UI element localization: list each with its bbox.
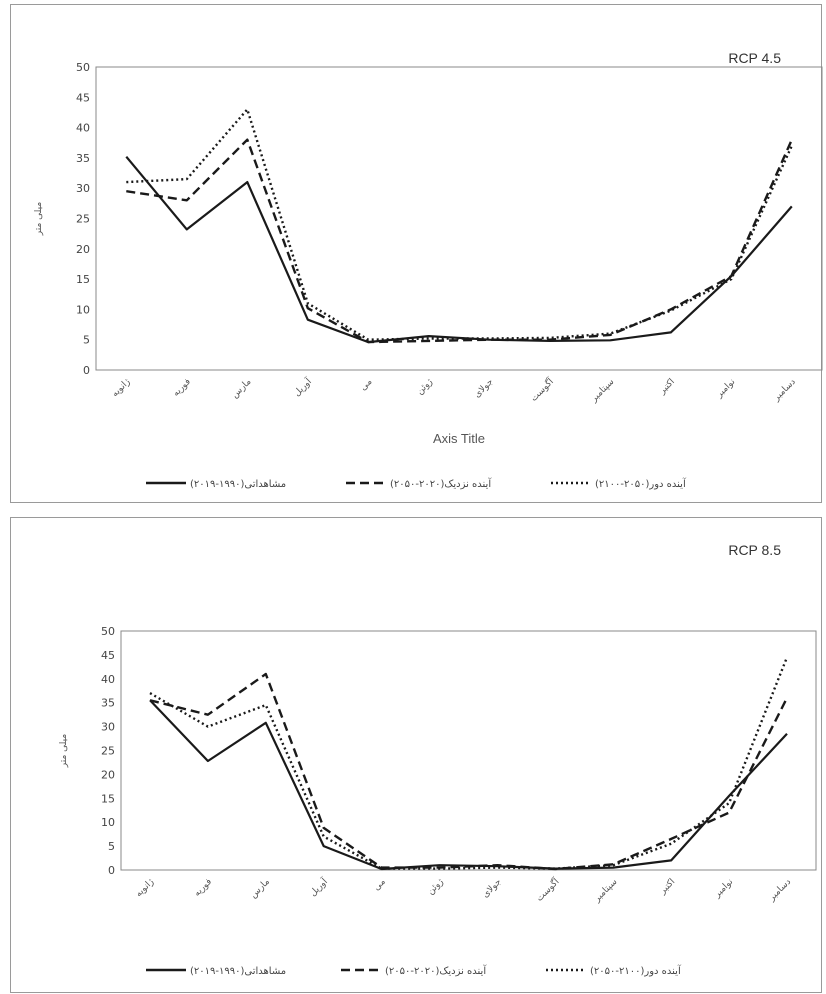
- x-tick-label: نوامبر: [712, 877, 735, 900]
- legend-label: آینده نزدیک(۲۰۲۰-۲۰۵۰): [385, 964, 487, 977]
- x-tick-label: دسامبر: [766, 877, 793, 904]
- series-line-solid: [125, 155, 793, 344]
- x-tick-label: سپتامبر: [589, 377, 617, 405]
- series-line-dotted: [126, 108, 793, 341]
- x-tick-label: ژانویه: [134, 877, 156, 899]
- y-tick-label: 45: [101, 649, 115, 662]
- y-tick-label: 25: [101, 745, 115, 758]
- y-axis-label: میلی متر: [34, 202, 44, 237]
- chart-panel-rcp45: RCP 4.5 0 5 10 15 20 25 30 35 40 45 50 میلی متر ژانوی…: [10, 4, 823, 503]
- y-tick-label: 40: [76, 122, 90, 135]
- y-tick-label: 5: [83, 334, 90, 347]
- line-chart-rcp85: RCP 8.5 0 5 10 15 20 25 30 35 40 45 50 میلی متر ژانوی…: [59, 542, 817, 977]
- legend-label: مشاهداتی(۱۹۹۰-۲۰۱۹): [190, 966, 286, 977]
- x-tick-label: جولای: [472, 377, 495, 400]
- x-tick-label: ژوئن: [426, 877, 446, 897]
- series-line-dashed: [149, 672, 789, 871]
- y-tick-label: 0: [108, 864, 115, 877]
- x-tick-label: آگوست: [528, 375, 557, 404]
- y-tick-label: 10: [101, 816, 115, 829]
- y-tick-label: 30: [101, 721, 115, 734]
- y-tick-label: 50: [76, 61, 90, 74]
- y-tick-label: 25: [76, 213, 90, 226]
- y-tick-label: 20: [76, 243, 90, 256]
- x-tick-label: سپتامبر: [592, 877, 620, 905]
- series-line-dashed: [126, 138, 793, 344]
- legend-label: آینده دور(۲۰۵۰-۲۱۰۰): [595, 477, 687, 490]
- x-tick-label: نوامبر: [714, 377, 737, 400]
- x-tick-label: اکتبر: [657, 877, 677, 897]
- legend-label: آینده نزدیک(۲۰۲۰-۲۰۵۰): [390, 477, 492, 490]
- x-tick-label: ژانویه: [110, 377, 132, 399]
- x-tick-label: می: [359, 377, 375, 393]
- y-tick-label: 5: [108, 840, 115, 853]
- x-tick-label: مارس: [230, 377, 253, 400]
- y-tick-label: 20: [101, 768, 115, 781]
- plot-area: [120, 630, 817, 871]
- x-tick-label: دسامبر: [771, 377, 798, 404]
- series-line-dotted: [149, 656, 789, 870]
- x-tick-label: آوریل: [307, 875, 330, 898]
- y-tick-label: 45: [76, 91, 90, 104]
- plot-area: [95, 66, 823, 371]
- x-tick-label: می: [372, 877, 388, 893]
- y-axis-label: میلی متر: [59, 734, 69, 769]
- y-tick-label: 50: [101, 625, 115, 638]
- line-chart-rcp45: RCP 4.5 0 5 10 15 20 25 30 35 40 45 50 میلی متر ژانوی…: [34, 50, 823, 490]
- y-tick-label: 30: [76, 182, 90, 195]
- chart-title: RCP 4.5: [728, 50, 781, 66]
- y-tick-label: 15: [101, 792, 115, 805]
- x-tick-label: مارس: [249, 877, 272, 900]
- x-tick-label: ژوئن: [415, 377, 435, 397]
- legend-label: مشاهداتی(۱۹۹۰-۲۰۱۹): [190, 479, 286, 490]
- x-tick-label: فوریه: [192, 877, 214, 899]
- x-axis-label: Axis Title: [433, 431, 485, 446]
- chart-title: RCP 8.5: [728, 542, 781, 558]
- x-tick-label: آگوست: [533, 875, 562, 904]
- y-tick-label: 35: [101, 697, 115, 710]
- chart-panel-rcp85: RCP 8.5 0 5 10 15 20 25 30 35 40 45 50 میلی متر ژانوی…: [10, 517, 822, 993]
- y-tick-label: 15: [76, 273, 90, 286]
- x-tick-label: جولای: [481, 877, 504, 900]
- y-tick-label: 0: [83, 364, 90, 377]
- y-tick-label: 40: [101, 673, 115, 686]
- x-tick-label: فوریه: [171, 377, 193, 399]
- x-tick-label: آوریل: [291, 375, 314, 398]
- y-tick-label: 35: [76, 152, 90, 165]
- x-tick-label: اکتبر: [657, 377, 677, 397]
- legend-label: آینده دور(۲۱۰۰-۲۰۵۰): [590, 964, 682, 977]
- y-tick-label: 10: [76, 303, 90, 316]
- series-line-solid: [149, 699, 788, 871]
